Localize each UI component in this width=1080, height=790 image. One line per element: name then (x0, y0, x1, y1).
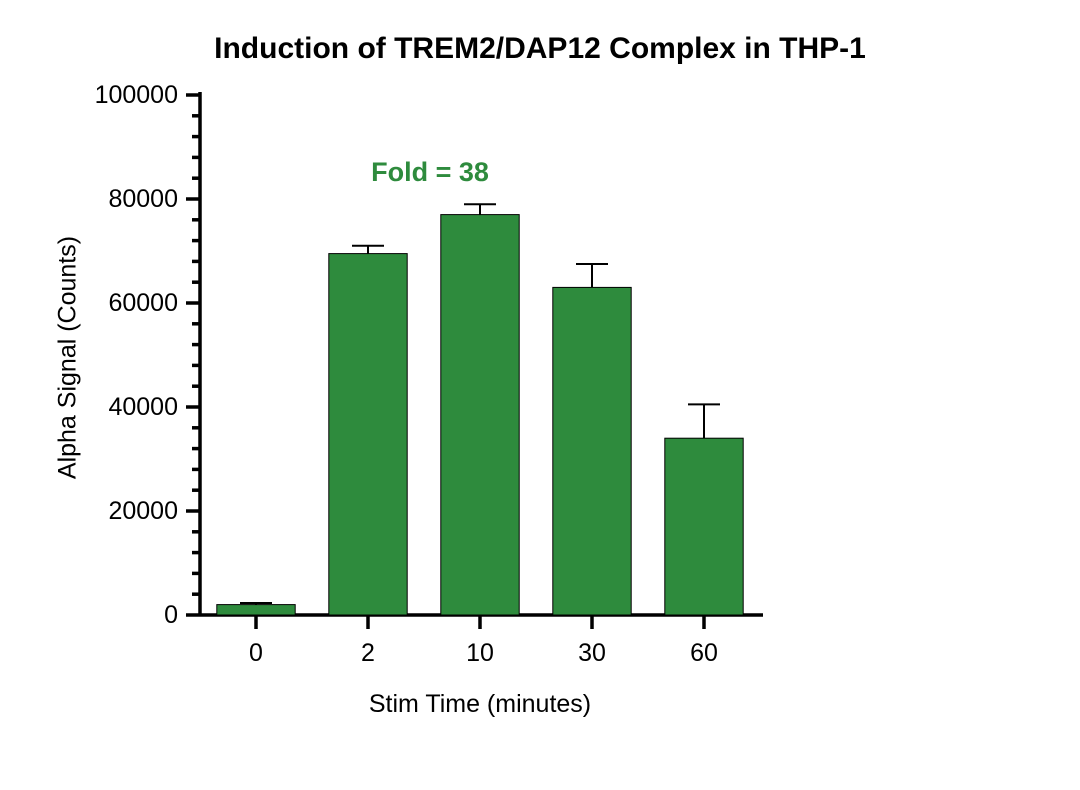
x-tick-label: 10 (445, 639, 515, 668)
bar (329, 254, 407, 615)
y-tick-label: 100000 (68, 81, 178, 110)
bar (217, 605, 295, 615)
bar (665, 438, 743, 615)
x-tick-label: 60 (669, 639, 739, 668)
y-tick-label: 0 (68, 601, 178, 630)
x-tick-label: 2 (333, 639, 403, 668)
bar (441, 215, 519, 615)
y-tick-label: 60000 (68, 289, 178, 318)
bar (553, 287, 631, 615)
y-tick-label: 20000 (68, 497, 178, 526)
bar-chart: Induction of TREM2/DAP12 Complex in THP-… (0, 0, 1080, 790)
y-tick-label: 80000 (68, 185, 178, 214)
x-tick-label: 0 (221, 639, 291, 668)
y-tick-label: 40000 (68, 393, 178, 422)
x-tick-label: 30 (557, 639, 627, 668)
